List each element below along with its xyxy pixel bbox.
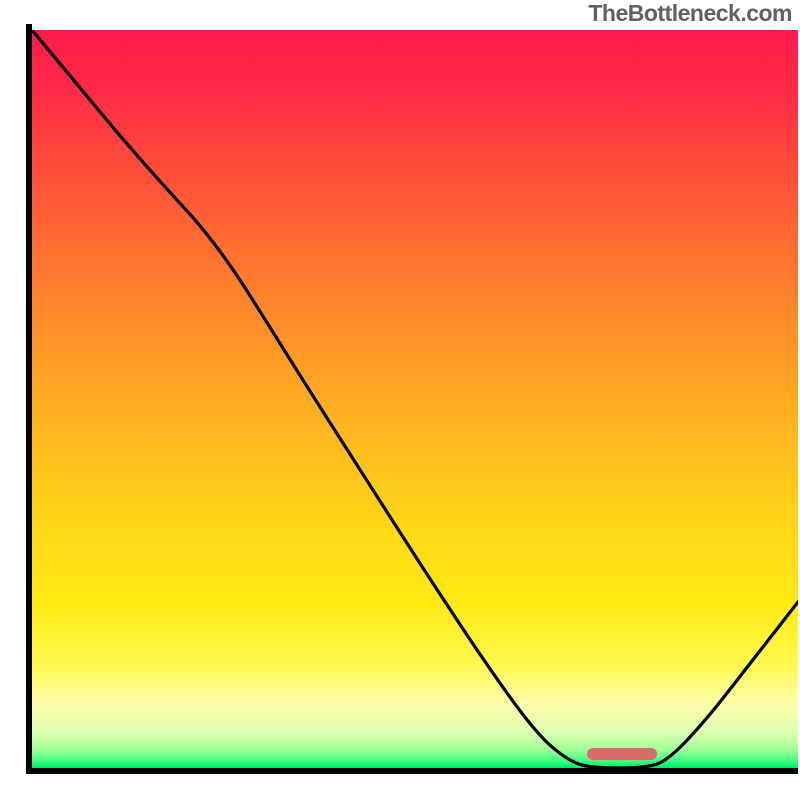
x-axis [26,768,798,774]
y-axis [26,24,32,774]
bottleneck-curve [32,30,798,768]
optimal-range-marker [587,748,657,760]
watermark-text: TheBottleneck.com [588,0,792,27]
plot-area [32,30,798,768]
bottleneck-chart: TheBottleneck.com [0,0,800,800]
